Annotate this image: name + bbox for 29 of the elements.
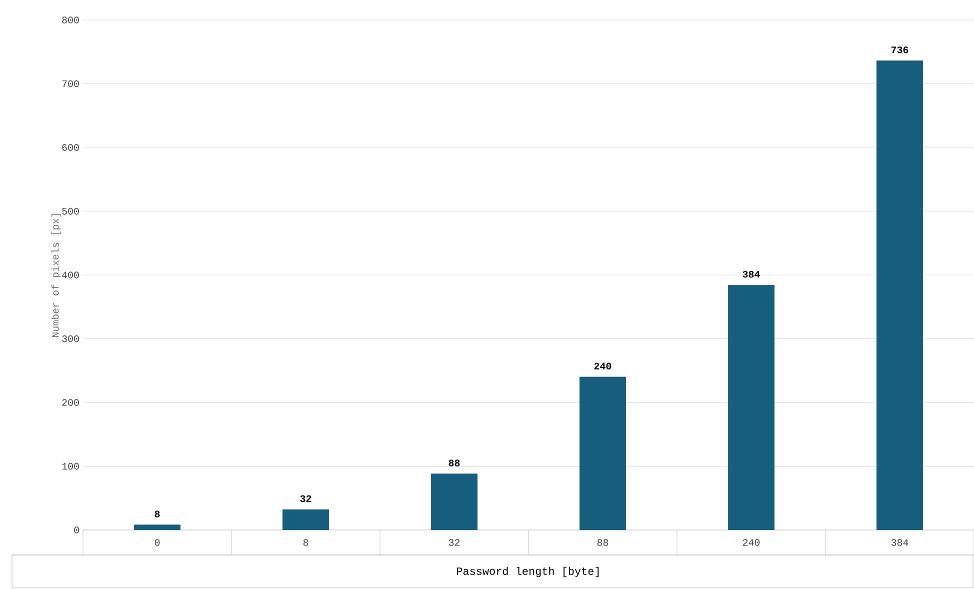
- data-label: 8: [154, 510, 160, 518]
- x-tick-label: 0: [154, 539, 160, 546]
- y-axis-title: Number of pixels [px]: [51, 214, 61, 337]
- data-label: 384: [742, 270, 760, 278]
- x-tick-label: 384: [891, 539, 908, 546]
- y-tick-label: 800: [62, 16, 79, 24]
- y-tick-label: 300: [62, 335, 79, 342]
- x-tick-label: 32: [448, 539, 460, 546]
- x-tick-label: 8: [303, 539, 308, 546]
- y-tick-label: 200: [62, 399, 79, 406]
- x-axis-title: Password length [byte]: [457, 566, 599, 578]
- bar: [728, 284, 774, 530]
- y-tick-label: 100: [62, 462, 79, 470]
- y-tick-label: 500: [62, 208, 79, 215]
- data-label: 32: [300, 495, 312, 502]
- y-tick-label: 0: [74, 526, 79, 534]
- x-tick-label: 240: [742, 539, 760, 546]
- y-tick-label: 400: [62, 272, 79, 278]
- data-label: 240: [594, 362, 612, 370]
- bar: [876, 60, 923, 530]
- x-tick-label: 88: [597, 539, 608, 546]
- y-tick-label: 600: [62, 144, 79, 151]
- data-label: 736: [891, 46, 908, 54]
- bar: [431, 474, 478, 530]
- bar: [580, 376, 626, 530]
- bar: [134, 524, 180, 530]
- y-tick-label: 700: [62, 80, 79, 88]
- bar: [282, 509, 329, 530]
- data-label: 88: [448, 460, 460, 466]
